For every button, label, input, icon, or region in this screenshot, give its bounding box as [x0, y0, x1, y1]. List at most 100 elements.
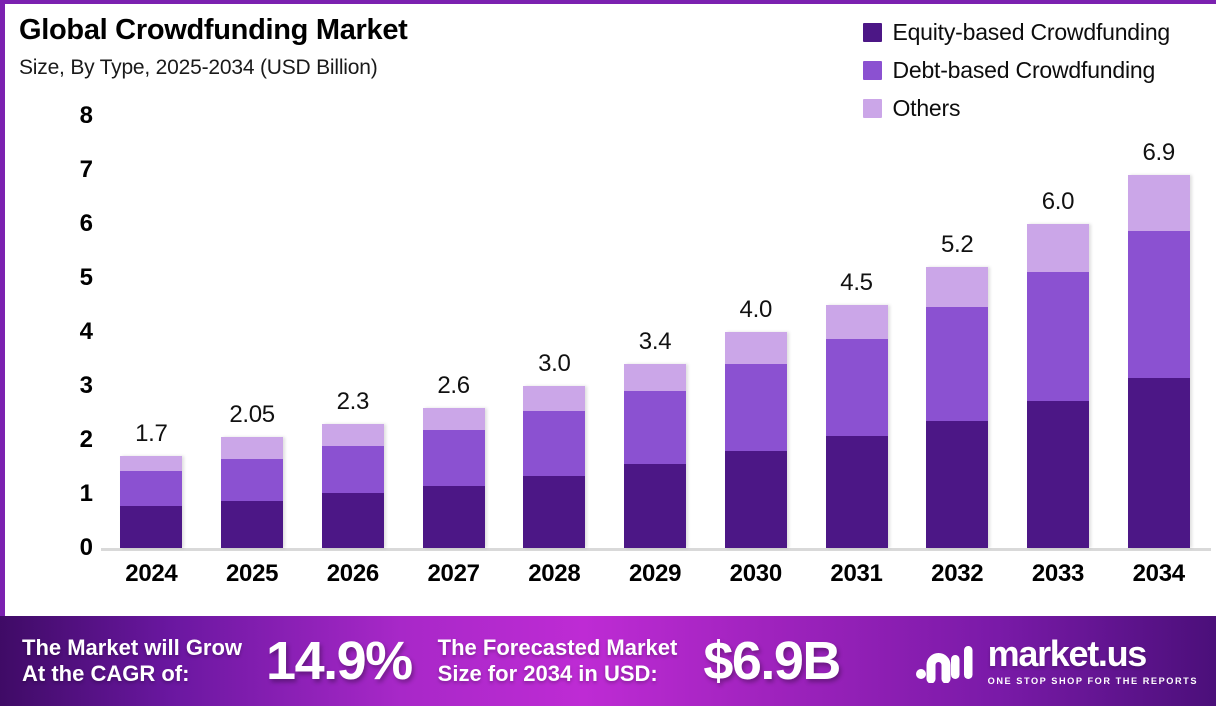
y-axis-tick-4: 4	[79, 318, 93, 345]
bar-group-2031[interactable]: 4.5	[806, 116, 907, 548]
bar-segment-2033-s1[interactable]	[1026, 271, 1089, 402]
bar-segment-2025-s1[interactable]	[221, 459, 284, 502]
page-title: Global Crowdfunding Market	[19, 14, 408, 46]
y-axis-tick-7: 7	[79, 156, 93, 183]
x-axis-tick-2026: 2026	[326, 560, 380, 587]
bar-segment-2024-s1[interactable]	[120, 471, 183, 507]
bar-stack-2032[interactable]	[926, 267, 989, 548]
legend-item-label: Others	[892, 94, 961, 121]
bar-total-label-2030: 4.0	[739, 296, 773, 323]
bar-group-2026[interactable]: 2.3	[302, 116, 403, 548]
bar-segment-2027-s2[interactable]	[422, 407, 485, 431]
bar-segment-2030-s2[interactable]	[724, 332, 787, 365]
bar-segment-2028-s2[interactable]	[523, 386, 586, 412]
x-axis-tick-2025: 2025	[226, 560, 279, 587]
x-axis-tick-2024: 2024	[125, 560, 178, 587]
bar-stack-2024[interactable]	[120, 456, 183, 548]
bar-segment-2026-s2[interactable]	[321, 423, 384, 446]
bar-group-2025[interactable]: 2.05	[202, 116, 303, 548]
x-axis-tick-2033: 2033	[1031, 560, 1085, 587]
legend-item-0[interactable]: Equity-based Crowdfunding	[863, 15, 1170, 49]
cagr-label-line2: At the CAGR of:	[22, 661, 190, 686]
bar-stack-2026[interactable]	[321, 423, 384, 548]
y-axis-tick-5: 5	[79, 264, 93, 291]
x-axis-baseline	[101, 548, 1211, 551]
market-us-logo-text: market.us ONE STOP SHOP FOR THE REPORTS	[987, 633, 1198, 687]
bar-segment-2032-s1[interactable]	[926, 306, 989, 421]
legend-item-2[interactable]: Others	[863, 91, 960, 125]
bar-segment-2027-s1[interactable]	[422, 430, 485, 486]
bar-stack-2028[interactable]	[523, 386, 586, 548]
legend-swatch-others	[863, 98, 883, 118]
bar-stack-2029[interactable]	[624, 364, 687, 548]
bar-group-2029[interactable]: 3.4	[605, 116, 706, 548]
bar-segment-2030-s1[interactable]	[724, 364, 787, 451]
x-axis-tick-2034: 2034	[1132, 560, 1186, 587]
bar-segment-2030-s0[interactable]	[724, 450, 787, 548]
bar-total-label-2025: 2.05	[229, 401, 275, 429]
bar-segment-2034-s1[interactable]	[1127, 230, 1190, 378]
bar-group-2024[interactable]: 1.7	[101, 116, 202, 548]
bar-segment-2026-s0[interactable]	[321, 492, 384, 548]
bar-group-2034[interactable]: 6.9	[1108, 116, 1209, 548]
bar-stack-2030[interactable]	[724, 332, 787, 548]
page-subtitle: Size, By Type, 2025-2034 (USD Billion)	[19, 56, 378, 80]
bar-total-label-2032: 5.2	[941, 231, 974, 259]
y-axis-tick-3: 3	[79, 372, 93, 399]
bar-total-label-2027: 2.6	[437, 371, 470, 399]
bar-total-label-2029: 3.4	[638, 328, 672, 356]
bar-segment-2029-s1[interactable]	[624, 391, 687, 465]
bar-stack-2033[interactable]	[1026, 224, 1089, 548]
x-axis-tick-2031: 2031	[830, 560, 883, 587]
x-axis-tick-2028: 2028	[528, 560, 581, 587]
legend-item-1[interactable]: Debt-based Crowdfunding	[863, 53, 1155, 87]
cagr-label-line1: The Market will Grow	[22, 634, 243, 660]
bar-segment-2025-s0[interactable]	[221, 501, 284, 548]
logo-wordmark: market.us	[987, 633, 1148, 674]
bar-segment-2029-s0[interactable]	[624, 464, 687, 548]
bar-segment-2031-s0[interactable]	[825, 435, 888, 548]
bar-total-label-2028: 3.0	[538, 350, 571, 377]
bar-segment-2033-s0[interactable]	[1026, 401, 1089, 548]
chart-plot-area: 0 1 2 3 4 5 6 7 8 1.7 2.05 2.3 2.6 3.0 3.4 4.0 4.5 5.2 6.…	[5, 102, 1216, 606]
bar-group-2028[interactable]: 3.0	[504, 116, 605, 548]
bar-group-2033[interactable]: 6.0	[1008, 116, 1109, 548]
bar-stack-2025[interactable]	[221, 437, 284, 548]
market-us-logo[interactable]: market.us ONE STOP SHOP FOR THE REPORTS	[915, 636, 1198, 686]
bar-segment-2024-s2[interactable]	[120, 456, 183, 472]
y-axis-tick-2: 2	[79, 426, 93, 453]
bar-segment-2033-s2[interactable]	[1026, 224, 1089, 272]
logo-tagline: ONE STOP SHOP FOR THE REPORTS	[987, 676, 1198, 686]
bar-stack-2034[interactable]	[1127, 175, 1190, 548]
bar-segment-2034-s0[interactable]	[1127, 377, 1190, 548]
bar-series-container: 1.7 2.05 2.3 2.6 3.0 3.4 4.0 4.5 5.2 6.0 6.9	[101, 116, 1209, 548]
x-axis-tick-2029: 2029	[628, 560, 682, 587]
forecast-value: $6.9B	[703, 631, 841, 691]
bar-segment-2032-s2[interactable]	[926, 267, 989, 307]
bar-segment-2025-s2[interactable]	[221, 437, 284, 460]
bar-segment-2028-s1[interactable]	[523, 411, 586, 477]
bar-total-label-2024: 1.7	[135, 420, 168, 448]
bar-segment-2024-s0[interactable]	[120, 506, 183, 548]
summary-banner: The Market will Grow At the CAGR of: 14.…	[0, 616, 1216, 706]
x-axis: 2024 2025 2026 2027 2028 2029 2030 2031 2032 2033…	[101, 560, 1209, 588]
bar-segment-2027-s0[interactable]	[422, 485, 485, 548]
bar-stack-2027[interactable]	[422, 407, 485, 548]
forecast-label-line2: Size for 2034 in USD:	[437, 661, 658, 686]
bar-segment-2031-s2[interactable]	[825, 305, 888, 339]
bar-group-2032[interactable]: 5.2	[907, 116, 1008, 548]
forecast-label: The Forecasted Market Size for 2034 in U…	[438, 635, 678, 688]
bar-group-2030[interactable]: 4.0	[705, 116, 806, 548]
bar-stack-2031[interactable]	[825, 305, 888, 548]
bar-segment-2029-s2[interactable]	[624, 364, 687, 392]
bar-segment-2031-s1[interactable]	[825, 338, 888, 436]
chart-legend: Equity-based Crowdfunding Debt-based Crow…	[863, 15, 1170, 125]
y-axis-tick-8: 8	[79, 102, 93, 129]
bar-segment-2028-s0[interactable]	[523, 476, 586, 548]
legend-swatch-equity	[863, 22, 883, 42]
bar-group-2027[interactable]: 2.6	[403, 116, 504, 548]
bar-segment-2034-s2[interactable]	[1127, 175, 1190, 231]
bar-segment-2026-s1[interactable]	[321, 445, 384, 493]
bar-segment-2032-s0[interactable]	[926, 420, 989, 548]
